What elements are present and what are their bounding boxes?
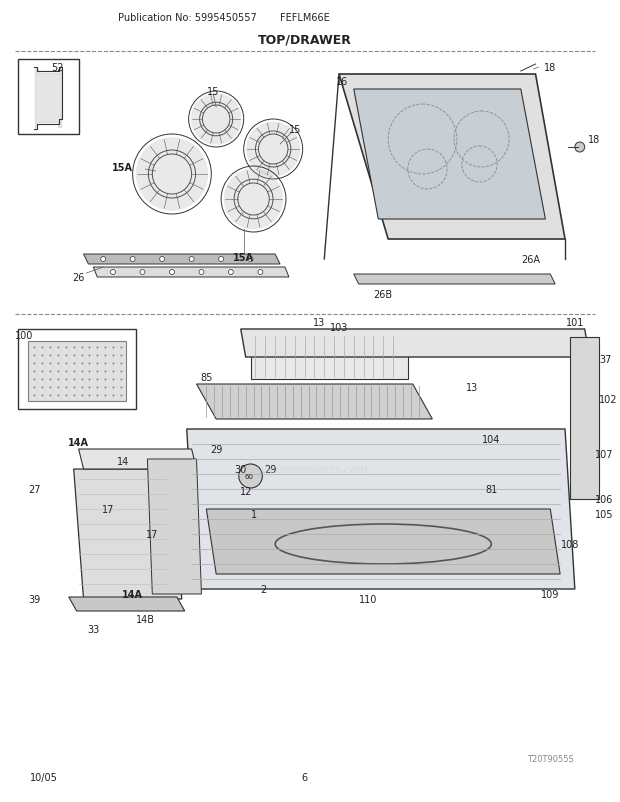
Circle shape <box>258 270 263 275</box>
Text: 1: 1 <box>250 509 257 520</box>
Polygon shape <box>187 429 575 589</box>
Text: 14A: 14A <box>122 589 143 599</box>
Circle shape <box>224 169 283 230</box>
Text: 110: 110 <box>360 594 378 604</box>
Polygon shape <box>94 268 289 277</box>
Text: 17: 17 <box>102 504 114 514</box>
Text: replacementparts.com: replacementparts.com <box>241 464 368 475</box>
Circle shape <box>100 257 105 262</box>
Circle shape <box>140 270 145 275</box>
Text: 103: 103 <box>330 322 348 333</box>
Text: 101: 101 <box>565 318 584 327</box>
Circle shape <box>130 257 135 262</box>
Text: 81: 81 <box>485 484 497 494</box>
Text: TOP/DRAWER: TOP/DRAWER <box>258 34 352 47</box>
Text: 100: 100 <box>16 330 33 341</box>
Text: 15: 15 <box>207 87 219 97</box>
Circle shape <box>110 270 115 275</box>
Circle shape <box>246 122 300 177</box>
Text: 39: 39 <box>29 594 40 604</box>
Text: 12: 12 <box>239 486 252 496</box>
Text: 14: 14 <box>117 456 129 467</box>
Polygon shape <box>250 334 408 379</box>
Text: 109: 109 <box>541 589 559 599</box>
Circle shape <box>228 270 233 275</box>
Circle shape <box>219 257 224 262</box>
Text: 60: 60 <box>244 473 253 480</box>
Text: 6: 6 <box>301 772 308 782</box>
Text: 33: 33 <box>87 624 99 634</box>
Circle shape <box>199 270 204 275</box>
Polygon shape <box>74 469 182 599</box>
Text: 17: 17 <box>146 529 159 539</box>
Polygon shape <box>354 90 546 220</box>
Text: 15A: 15A <box>233 253 254 263</box>
Circle shape <box>136 138 208 212</box>
Bar <box>18 330 136 410</box>
Polygon shape <box>84 255 280 265</box>
Text: 29: 29 <box>210 444 223 455</box>
Text: T20T9055S: T20T9055S <box>527 755 574 764</box>
Text: 106: 106 <box>595 494 613 504</box>
Circle shape <box>191 94 242 146</box>
Text: 37: 37 <box>600 354 612 365</box>
Text: 16: 16 <box>336 77 348 87</box>
Text: 10/05: 10/05 <box>30 772 58 782</box>
Text: 13: 13 <box>313 318 326 327</box>
Text: 29: 29 <box>264 464 277 475</box>
Polygon shape <box>35 70 61 128</box>
Text: 13: 13 <box>466 383 478 392</box>
Text: 14A: 14A <box>68 437 89 448</box>
Text: 108: 108 <box>560 539 579 549</box>
Circle shape <box>189 257 194 262</box>
Text: 27: 27 <box>28 484 41 494</box>
Text: FEFLM66E: FEFLM66E <box>280 13 329 23</box>
Polygon shape <box>570 338 600 500</box>
Polygon shape <box>339 75 565 240</box>
Text: 26: 26 <box>73 273 85 282</box>
Text: 105: 105 <box>595 509 613 520</box>
Polygon shape <box>69 597 185 611</box>
Polygon shape <box>197 384 432 419</box>
Text: Publication No: 5995450557: Publication No: 5995450557 <box>118 13 257 23</box>
Bar <box>18 60 79 135</box>
Text: 26B: 26B <box>374 290 393 300</box>
Text: 14B: 14B <box>136 614 155 624</box>
Text: 104: 104 <box>482 435 500 444</box>
Text: 15A: 15A <box>112 163 133 172</box>
Text: 52: 52 <box>51 63 63 73</box>
Bar <box>27 342 126 402</box>
Polygon shape <box>354 274 555 285</box>
Polygon shape <box>241 330 590 358</box>
Text: 18: 18 <box>544 63 556 73</box>
Text: 15: 15 <box>289 125 301 135</box>
Circle shape <box>169 270 174 275</box>
Text: 26A: 26A <box>521 255 540 265</box>
Text: 85: 85 <box>200 373 213 383</box>
Polygon shape <box>79 449 197 469</box>
Text: 2: 2 <box>260 585 267 594</box>
Text: 107: 107 <box>595 449 613 460</box>
Polygon shape <box>206 509 560 574</box>
Circle shape <box>248 257 253 262</box>
Text: 102: 102 <box>600 395 618 404</box>
Text: 30: 30 <box>234 464 247 475</box>
Circle shape <box>575 143 585 153</box>
Circle shape <box>239 464 262 488</box>
Circle shape <box>160 257 164 262</box>
Text: 18: 18 <box>588 135 601 145</box>
Polygon shape <box>148 460 202 594</box>
